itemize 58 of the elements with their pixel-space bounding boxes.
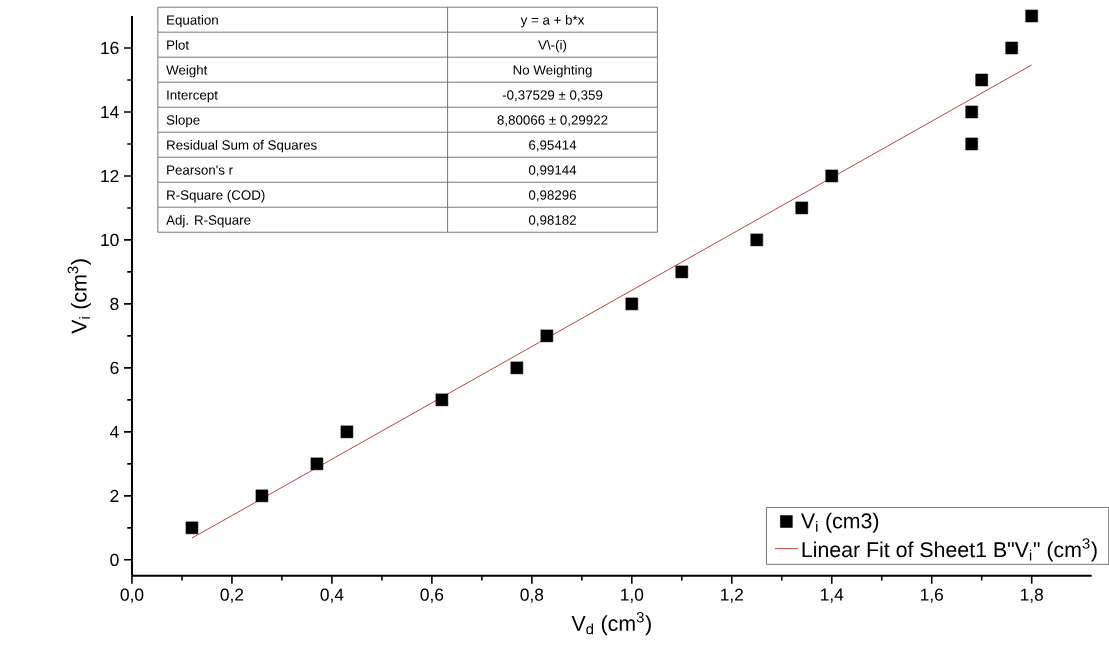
point (310, 457, 324, 471)
y-tick-label: 12 (101, 169, 119, 182)
point (750, 233, 764, 247)
x-tick-label: 0,0 (120, 588, 144, 603)
annotation: Equation (167, 14, 218, 28)
annotation: 0,98296 (528, 190, 577, 202)
y-tick-label: 16 (101, 41, 119, 55)
point (1025, 9, 1038, 23)
x-tick-label: 0,6 (420, 588, 444, 603)
point (185, 521, 199, 535)
point (825, 169, 839, 183)
annotation: y = a + b*x (520, 14, 585, 28)
point (540, 329, 554, 343)
point (1005, 41, 1018, 55)
annotation: Residual Sum of Squares (167, 139, 317, 153)
x-tick-label: 0,2 (220, 588, 244, 603)
x-tick-label: 0,8 (520, 588, 544, 603)
point (965, 105, 978, 119)
point (510, 361, 524, 375)
y-axis-title: V$_{i}$ (cm$^{3}$) (67, 259, 91, 334)
point (675, 265, 689, 279)
y-tick-label: 4 (110, 425, 119, 438)
point (435, 393, 449, 407)
point (975, 73, 988, 87)
annotation: Pearson's r (167, 165, 233, 175)
y-tick-label: 14 (101, 105, 119, 118)
y-tick-label: 0 (110, 553, 119, 566)
annotation: Adj. R-Square (166, 214, 251, 228)
annotation: 6,95414 (529, 140, 577, 152)
point (340, 425, 354, 439)
annotation: 0,99144 (528, 165, 577, 177)
legend-label: V$_{i}$ (cm3) (800, 512, 879, 533)
legend-label: Linear Fit of Sheet1 B"V$_{i}$" (cm$^{3}$) (802, 538, 1097, 562)
annotation: Intercept (167, 90, 218, 103)
y-tick-label: 10 (101, 233, 119, 246)
x-tick-label: 1,4 (821, 588, 844, 603)
annotation: V\-(i) (538, 39, 567, 53)
annotation: -0,37529 ± 0,359 (502, 90, 603, 102)
point (965, 137, 978, 151)
x-tick-label: 1,6 (921, 588, 944, 603)
annotation: 8,80066 ± 0,29922 (497, 115, 608, 127)
annotation: 0,98182 (528, 215, 576, 227)
point (625, 297, 639, 311)
x-tick-label: 1,2 (721, 588, 743, 603)
annotation: Weight (166, 64, 208, 78)
annotation: No Weighting (513, 64, 592, 78)
x-tick-label: 1,8 (1020, 588, 1043, 603)
x-axis-title: V$_{d}$ (cm$^{3}$) (571, 611, 651, 636)
point (795, 201, 809, 215)
y-tick-label: 6 (110, 361, 119, 374)
x-tick-label: 0,4 (320, 588, 344, 603)
x-tick-label: 1,0 (621, 588, 644, 603)
point (255, 489, 269, 503)
y-tick-label: 2 (110, 489, 119, 502)
annotation: Slope (166, 114, 200, 128)
annotation: Plot (167, 39, 189, 50)
annotation: R-Square (COD) (167, 189, 265, 203)
y-tick-label: 8 (110, 297, 119, 310)
